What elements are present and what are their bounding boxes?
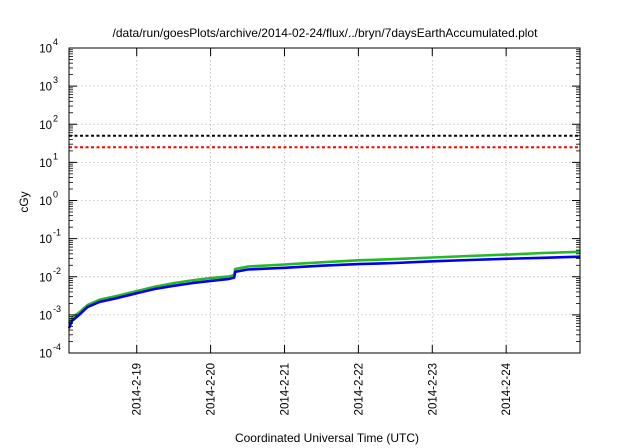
y-tick-label: 10 bbox=[39, 272, 52, 284]
threshold-lines bbox=[69, 134, 580, 149]
y-tick-label: 10 bbox=[39, 196, 52, 208]
y-tick-label: 10 bbox=[39, 44, 52, 56]
y-tick-exponent: 2 bbox=[53, 113, 58, 123]
x-tick-label: 2014-2-24 bbox=[501, 362, 513, 415]
y-tick-label: 10 bbox=[39, 234, 52, 246]
data-series bbox=[67, 250, 581, 329]
y-tick-exponent: 3 bbox=[53, 75, 58, 85]
x-tick-label: 2014-2-20 bbox=[206, 363, 218, 415]
y-tick-label: 10 bbox=[39, 349, 52, 361]
y-tick-exponent: -3 bbox=[53, 304, 61, 314]
y-tick-exponent: 1 bbox=[53, 151, 58, 161]
y-tick-exponent: -4 bbox=[53, 342, 61, 352]
chart-title: /data/run/goesPlots/archive/2014-02-24/f… bbox=[113, 26, 539, 40]
x-tick-label: 2014-2-23 bbox=[427, 363, 439, 415]
y-axis-label: cGy bbox=[17, 191, 31, 212]
y-tick-label: 10 bbox=[39, 120, 52, 132]
x-tick-label: 2014-2-22 bbox=[353, 363, 365, 415]
x-axis-ticks: 2014-2-19 2014-2-20 2014-2-21 2014-2-22 2014… bbox=[132, 48, 513, 415]
y-tick-exponent: 4 bbox=[53, 37, 58, 47]
y-tick-exponent: 0 bbox=[53, 190, 58, 200]
x-tick-label: 2014-2-19 bbox=[132, 363, 144, 415]
y-tick-exponent: -2 bbox=[53, 266, 61, 276]
x-tick-label: 2014-2-21 bbox=[280, 363, 292, 415]
series-line bbox=[67, 255, 581, 329]
y-tick-label: 10 bbox=[39, 310, 52, 322]
y-tick-label: 10 bbox=[39, 158, 52, 170]
y-tick-exponent: -1 bbox=[53, 228, 61, 238]
x-axis-label: Coordinated Universal Time (UTC) bbox=[235, 431, 419, 445]
y-tick-label: 10 bbox=[39, 82, 52, 94]
grid-lines bbox=[69, 48, 580, 353]
series-line bbox=[67, 250, 581, 324]
